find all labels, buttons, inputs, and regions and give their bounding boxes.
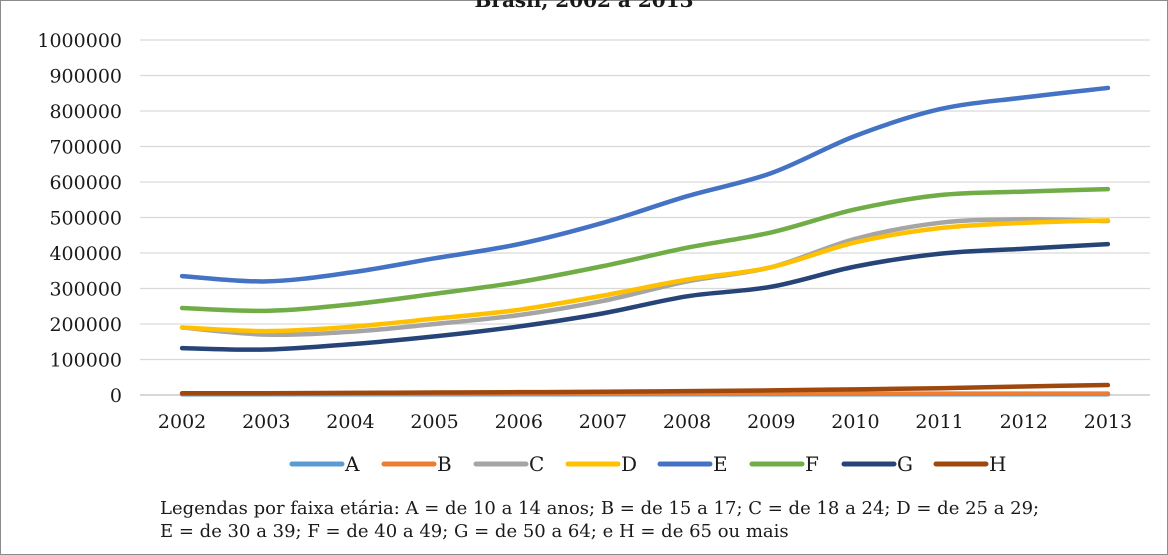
x-tick-label: 2011	[915, 411, 963, 433]
x-tick-label: 2009	[747, 411, 795, 433]
y-axis-ticks: 0 100000 200000 300000 400000 500000 600000 700…	[37, 30, 122, 407]
series-line-d	[179, 218, 1111, 334]
y-tick-label: 500000	[49, 208, 122, 230]
legend-label-b: B	[437, 452, 452, 476]
legend-label-f: F	[805, 452, 819, 476]
legend-label-d: D	[621, 452, 637, 476]
x-tick-label: 2002	[158, 411, 206, 433]
x-tick-label: 2007	[579, 411, 627, 433]
series-line-c	[179, 216, 1111, 338]
age-group-note: Legendas por faixa etária: A = de 10 a 1…	[160, 497, 1150, 543]
note-line-2: E = de 30 a 39; F = de 40 a 49; G = de 5…	[160, 521, 789, 542]
x-tick-label: 2010	[831, 411, 879, 433]
note-line-1: Legendas por faixa etária: A = de 10 a 1…	[160, 498, 1040, 519]
gridlines	[140, 39, 1150, 396]
series-line-f	[179, 186, 1111, 314]
y-tick-label: 1000000	[37, 30, 122, 52]
chart-title: Brasil, 2002 a 2013	[474, 0, 694, 12]
x-tick-label: 2004	[326, 411, 374, 433]
series-line-e	[179, 85, 1111, 284]
legend-label-h: H	[989, 452, 1006, 476]
x-tick-label: 2003	[242, 411, 290, 433]
series-line-h	[179, 382, 1111, 396]
y-tick-label: 300000	[49, 279, 122, 301]
y-tick-label: 800000	[49, 101, 122, 123]
y-tick-label: 100000	[49, 350, 122, 372]
x-tick-label: 2012	[1000, 411, 1048, 433]
y-tick-label: 600000	[49, 172, 122, 194]
x-tick-label: 2006	[495, 411, 543, 433]
legend-label-g: G	[897, 452, 913, 476]
y-tick-label: 200000	[49, 314, 122, 336]
x-tick-label: 2013	[1084, 411, 1132, 433]
legend: A B C D E F G H	[289, 452, 1006, 476]
x-axis-ticks: 2002 2003 2004 2005 2006 2007 2008 2009 2010 2011…	[158, 411, 1132, 433]
y-tick-label: 700000	[49, 137, 122, 159]
x-tick-label: 2008	[663, 411, 711, 433]
y-tick-label: 400000	[49, 243, 122, 265]
series-line-g	[179, 241, 1111, 352]
legend-label-e: E	[713, 452, 728, 476]
y-tick-label: 0	[110, 385, 122, 407]
legend-label-c: C	[529, 452, 544, 476]
x-tick-label: 2005	[410, 411, 458, 433]
y-tick-label: 900000	[49, 66, 122, 88]
legend-label-a: A	[344, 452, 360, 476]
series-lines	[179, 85, 1111, 397]
